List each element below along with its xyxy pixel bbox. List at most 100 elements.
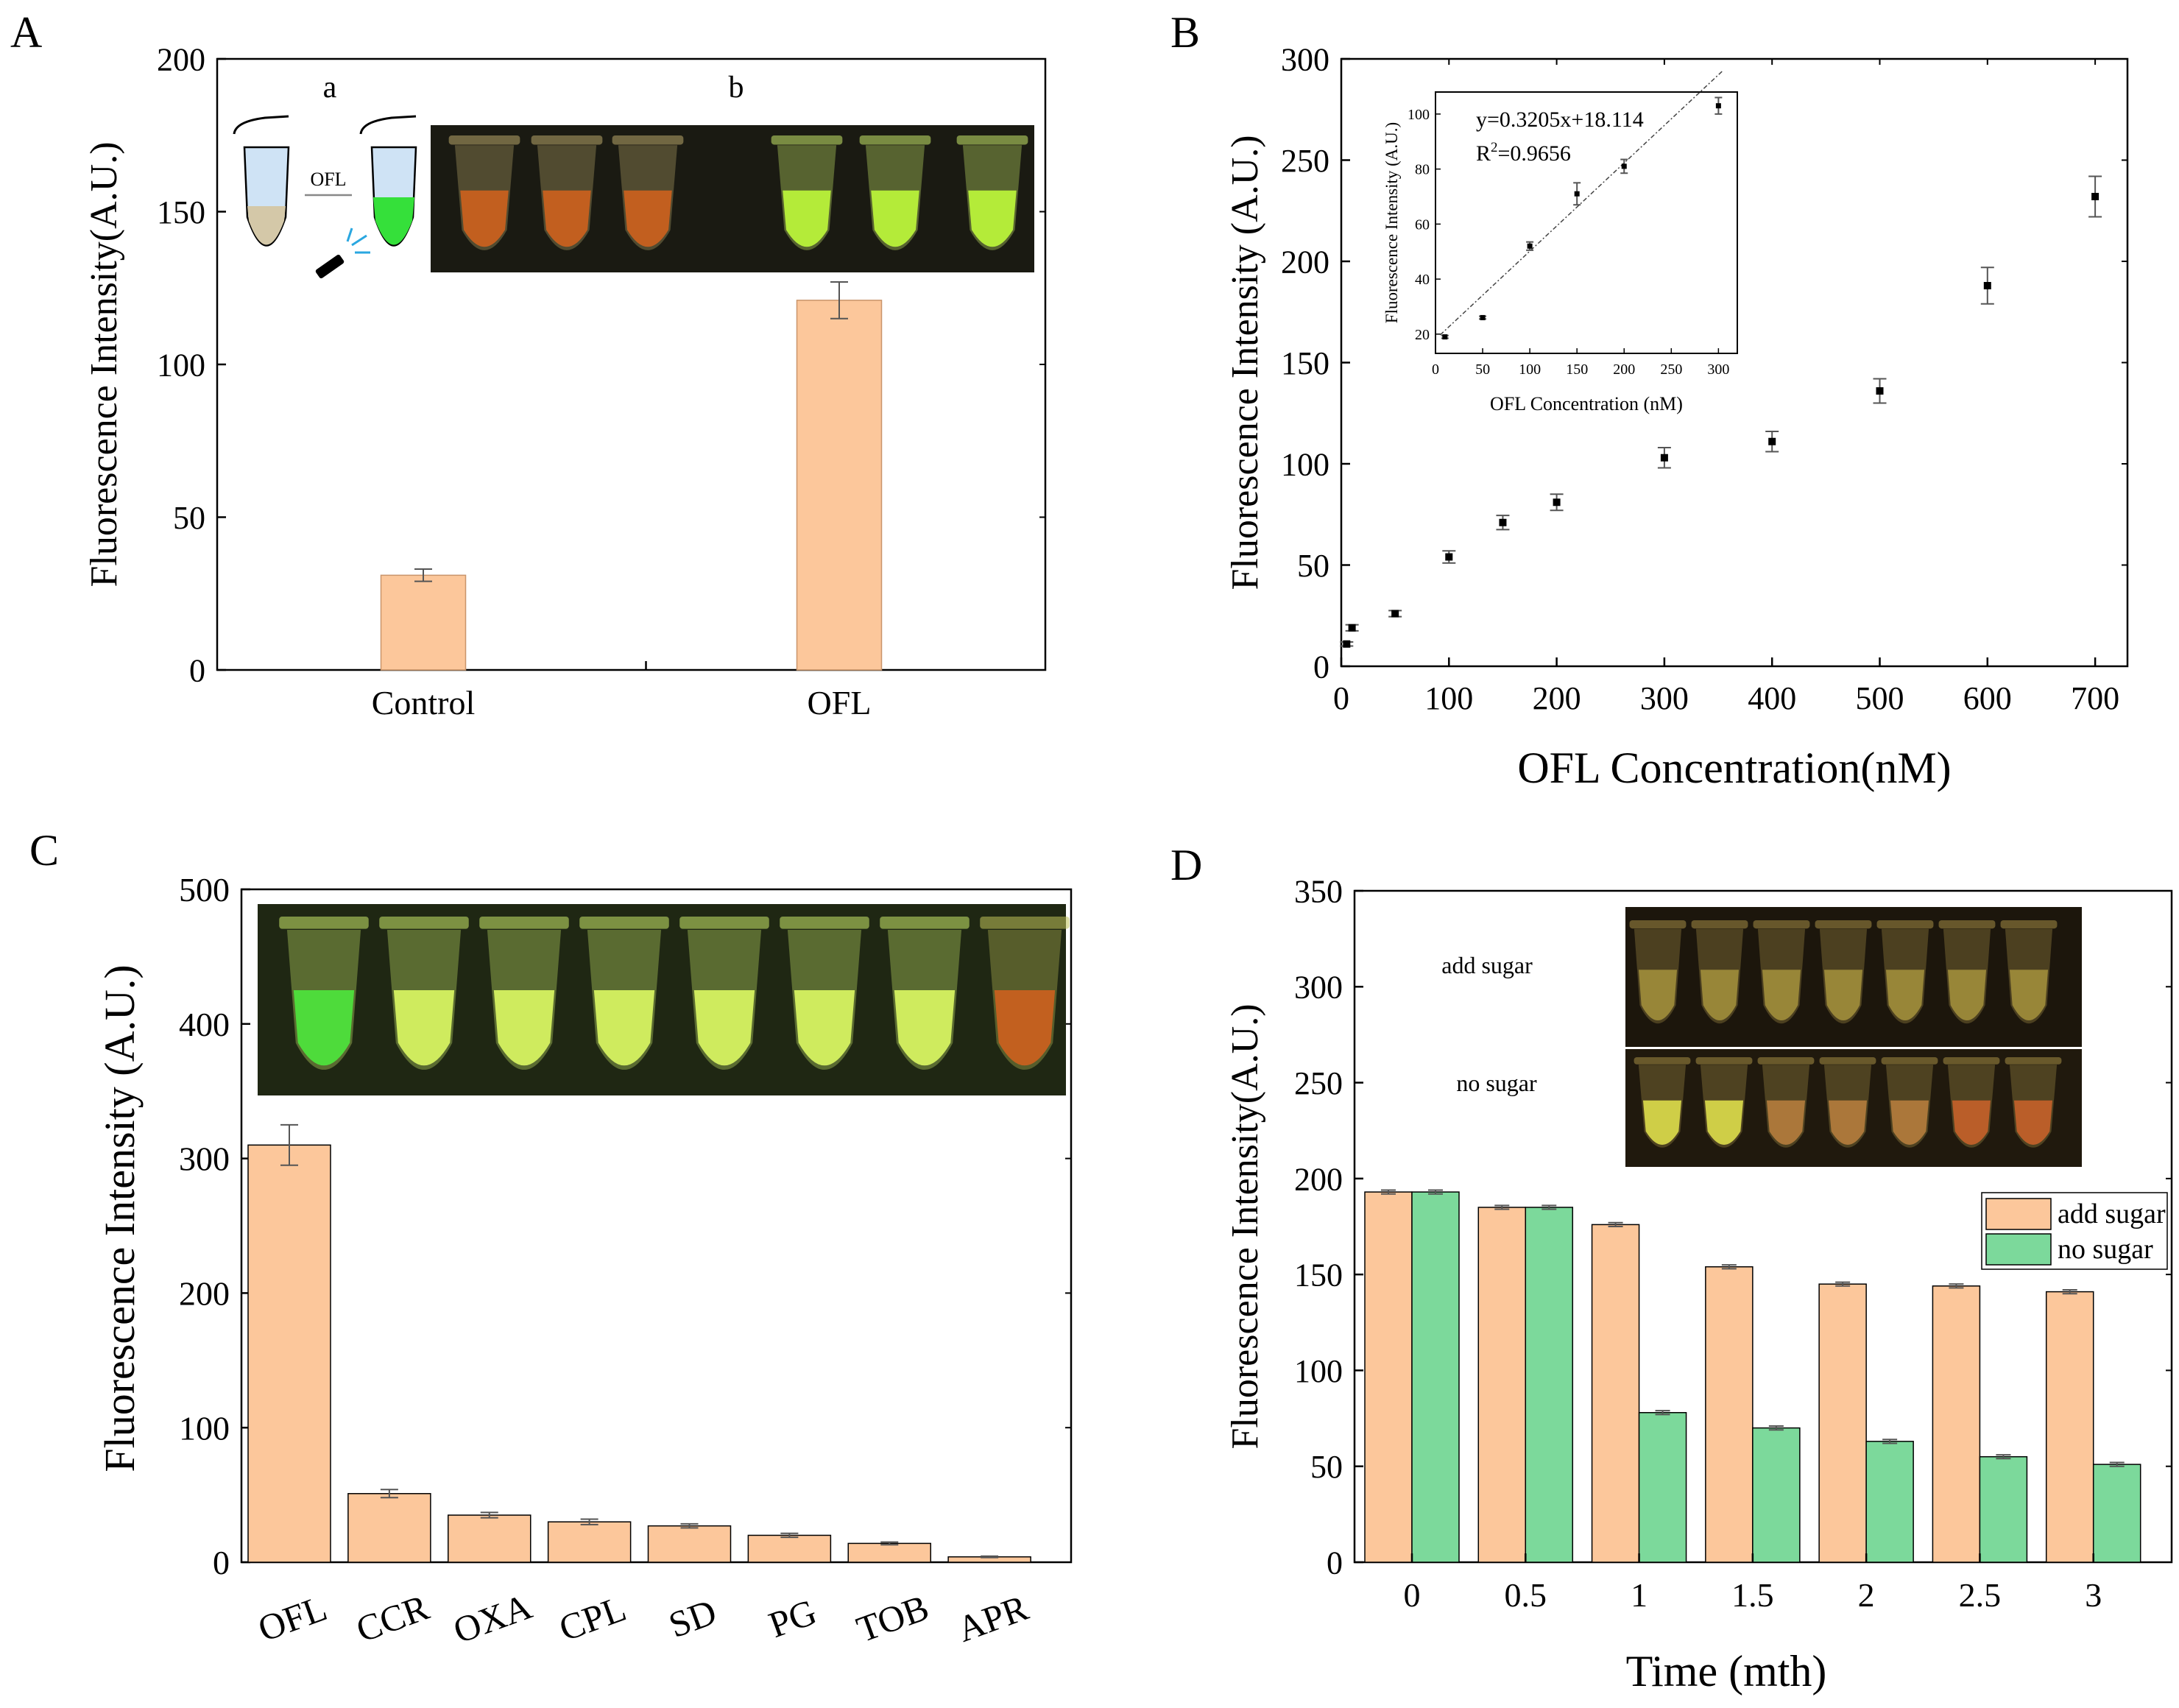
bar-no-sugar (1411, 1191, 1460, 1563)
bar (347, 1493, 431, 1563)
tube-liquid (593, 989, 655, 1066)
photo-tube (1634, 1057, 1691, 1148)
bar-add-sugar (1591, 1224, 1640, 1563)
panel-d-xtick-label: 2 (1858, 1576, 1875, 1614)
data-point (1768, 437, 1776, 445)
legend-swatch (1985, 1198, 2052, 1230)
inset-xtick-label: 100 (1519, 361, 1541, 378)
panel-a-schematic-tube-2 (359, 115, 417, 247)
inset-ytick-label: 40 (1415, 272, 1430, 288)
panel-a-ytick-label: 0 (189, 652, 205, 688)
photo-tube (771, 135, 843, 250)
tube-liquid (1766, 1100, 1806, 1145)
data-point (1445, 553, 1453, 561)
tube-cap (1695, 1057, 1753, 1065)
panel-letter-d: D (1170, 841, 1202, 889)
inset-data-point (1715, 103, 1721, 109)
tube-cap (1629, 920, 1687, 929)
photo-tube (956, 135, 1028, 250)
bar-no-sugar (1638, 1412, 1687, 1563)
inset-xtick-label: 150 (1566, 361, 1588, 378)
photo-tube (579, 917, 669, 1070)
tube-cap (771, 135, 843, 145)
tube-cap (359, 115, 417, 135)
tube-liquid (871, 190, 919, 247)
data-point (1343, 640, 1351, 648)
panel-d-ytick-label: 350 (1294, 873, 1343, 909)
bar (448, 1514, 531, 1563)
panel-d-legend: add sugar no sugar (1981, 1192, 2168, 1270)
panel-c-xtick-label: OFL (252, 1587, 332, 1650)
inset-data-point (1480, 314, 1486, 320)
tube-cap (859, 135, 931, 145)
panel-a-ytick-label: 200 (157, 41, 205, 77)
inset-fit-line (1439, 70, 1724, 336)
panel-b-ytick-label: 0 (1313, 649, 1329, 685)
panel-c-xtick-label: APR (952, 1587, 1034, 1650)
tube-liquid (293, 989, 355, 1066)
tube-liquid (783, 190, 831, 247)
tube-liquid (1828, 1100, 1868, 1145)
legend-label: add sugar (2058, 1199, 2166, 1229)
r2-sup: 2 (1491, 140, 1498, 155)
tube-liquid (493, 989, 555, 1066)
bar (847, 1542, 931, 1563)
panel-b-ytick-label: 100 (1281, 446, 1329, 482)
bar (747, 1534, 832, 1563)
legend-label: no sugar (2058, 1234, 2153, 1265)
tube-cap (1691, 920, 1748, 929)
panel-letter-c: C (29, 826, 59, 875)
tube-cap (780, 917, 869, 929)
inset-xtick-label: 50 (1475, 361, 1490, 378)
tube-liquid (1700, 970, 1740, 1020)
panel-b-xtick-label: 400 (1748, 680, 1796, 716)
photo-tube (279, 917, 369, 1070)
tube-cap (579, 917, 669, 929)
photo-background (431, 125, 1034, 272)
tube-cap (956, 135, 1028, 145)
panel-letter-a: A (10, 8, 42, 57)
tube-liquid (1762, 970, 1801, 1020)
photo-tube (780, 917, 869, 1070)
panel-d-photo-label-bottom: no sugar (1456, 1070, 1537, 1096)
tube-liquid (2013, 1100, 2053, 1145)
panel-a-ylabel: Fluorescence Intensity(A.U.) (83, 141, 125, 587)
flashlight-ray (346, 227, 353, 242)
panel-a-ytick-label: 150 (157, 194, 205, 230)
inset-xtick-label: 200 (1613, 361, 1635, 378)
tube-liquid (968, 190, 1017, 247)
photo-tube (1695, 1057, 1753, 1148)
photo-tube (612, 135, 684, 250)
tube-liquid (994, 989, 1056, 1066)
panel-d-xtick-label: 3 (2085, 1576, 2102, 1614)
panel-a-tube-photo (431, 125, 1034, 272)
panel-c-tube-photo (258, 904, 1070, 1095)
photo-tube (1753, 920, 1810, 1024)
tube-liquid (1823, 970, 1863, 1020)
panel-d-ylabel: Fluorescence Intensity(A.U.) (1224, 1003, 1266, 1449)
inset-data-point (1442, 334, 1448, 340)
panel-b-xlabel: OFL Concentration(nM) (1517, 744, 1951, 792)
panel-c-chart: 0 100 200 300 400 500 OFL CCR OXA CPL SD PG TOB APR Fl… (96, 871, 1073, 1651)
photo-tube (1815, 920, 1872, 1024)
panel-a-chart: 0 50 100 150 200 Control OFL Fluorescence Inten… (83, 41, 1047, 721)
flashlight-icon (315, 227, 370, 279)
panel-c-ytick-label: 400 (179, 1006, 230, 1043)
panel-d-xtick-label: 1.5 (1731, 1576, 1774, 1614)
data-point (1876, 387, 1884, 395)
data-point (2091, 193, 2099, 200)
panel-a-schematic-tube-1 (233, 115, 290, 247)
tube-liquid (1638, 970, 1678, 1020)
inset-ytick-label: 100 (1408, 107, 1430, 123)
bar (380, 574, 467, 671)
inset-frame (1435, 91, 1738, 354)
tube-cap (279, 917, 369, 929)
tube-liquid (1704, 1100, 1744, 1145)
tube-cap (1753, 920, 1810, 929)
panel-d-ytick-label: 200 (1294, 1161, 1343, 1197)
photo-tube (980, 917, 1070, 1070)
panel-d-ytick-label: 100 (1294, 1353, 1343, 1389)
panel-a-ytick-label: 50 (173, 500, 205, 536)
inset-ytick-label: 60 (1415, 216, 1430, 233)
